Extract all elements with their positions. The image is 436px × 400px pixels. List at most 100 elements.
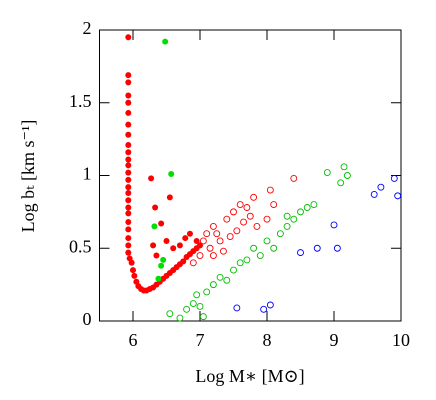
point	[266, 186, 274, 194]
point	[125, 141, 132, 148]
point	[189, 259, 197, 267]
point	[333, 244, 341, 252]
point	[151, 223, 158, 230]
y-tick-label: 1	[83, 164, 92, 184]
point	[176, 314, 184, 322]
point	[125, 219, 132, 226]
point	[125, 92, 132, 99]
point	[206, 244, 214, 252]
point	[153, 252, 160, 259]
point	[240, 218, 248, 226]
point	[250, 193, 258, 201]
point	[236, 201, 244, 209]
point	[340, 163, 348, 171]
point	[160, 256, 167, 263]
point	[162, 38, 169, 45]
point	[170, 245, 177, 252]
point	[297, 208, 304, 216]
point	[158, 262, 165, 269]
point	[230, 208, 237, 216]
point	[125, 242, 132, 249]
point	[125, 121, 132, 128]
point	[337, 179, 345, 187]
point	[256, 252, 264, 259]
point	[390, 174, 398, 182]
point	[193, 291, 201, 299]
point	[125, 131, 132, 138]
y-axis-label: Log bₜ [km s⁻¹]	[18, 120, 38, 233]
point	[125, 99, 132, 106]
point	[125, 204, 132, 211]
point	[226, 233, 234, 241]
point	[166, 194, 173, 201]
point	[196, 252, 204, 259]
point	[125, 79, 132, 86]
y-tick-label: 2	[83, 18, 92, 38]
point	[193, 237, 200, 244]
point	[166, 310, 174, 318]
plot-frame	[99, 29, 402, 322]
point	[377, 183, 385, 191]
point	[125, 34, 132, 41]
point	[330, 221, 338, 229]
point	[230, 266, 237, 274]
point	[233, 304, 241, 312]
point	[213, 230, 221, 238]
point	[310, 201, 318, 209]
point	[150, 242, 157, 249]
x-tick-label: 9	[330, 330, 339, 350]
point	[223, 276, 231, 284]
point	[219, 247, 227, 255]
point	[323, 169, 331, 177]
point	[270, 244, 278, 252]
point	[125, 189, 132, 196]
x-tick-label: 10	[392, 330, 410, 350]
x-tick-label: 7	[196, 330, 205, 350]
point	[125, 226, 132, 233]
point	[125, 72, 132, 79]
point	[209, 222, 217, 230]
point	[163, 237, 170, 244]
point	[128, 259, 135, 266]
point	[216, 237, 224, 245]
point	[155, 275, 162, 282]
point	[125, 235, 132, 242]
point	[199, 313, 207, 321]
point	[243, 204, 251, 211]
point	[125, 197, 132, 204]
point	[223, 215, 231, 223]
point	[203, 288, 211, 296]
point	[266, 301, 274, 309]
y-tick-label: 1.5	[69, 91, 92, 111]
point	[125, 162, 132, 169]
point	[209, 281, 217, 289]
point	[303, 204, 311, 211]
point	[148, 175, 155, 182]
point	[125, 156, 132, 163]
point	[263, 215, 271, 223]
point	[394, 192, 402, 200]
point	[276, 230, 284, 238]
point	[189, 300, 197, 307]
point	[182, 235, 189, 242]
point	[250, 244, 258, 252]
point	[186, 230, 193, 237]
y-tick-label: 0	[83, 309, 92, 329]
point	[243, 256, 251, 264]
point	[236, 259, 244, 267]
point	[283, 222, 291, 230]
point	[253, 222, 261, 230]
point	[125, 176, 132, 183]
point	[246, 212, 254, 220]
point	[270, 201, 278, 209]
point	[233, 227, 241, 235]
point	[216, 273, 224, 281]
point	[260, 305, 268, 313]
x-axis-label: Log M∗ [M⊙]	[195, 366, 304, 386]
point	[209, 252, 217, 259]
point	[125, 184, 132, 191]
point	[158, 220, 165, 227]
point	[168, 171, 175, 178]
point	[125, 169, 132, 176]
point	[263, 237, 271, 245]
